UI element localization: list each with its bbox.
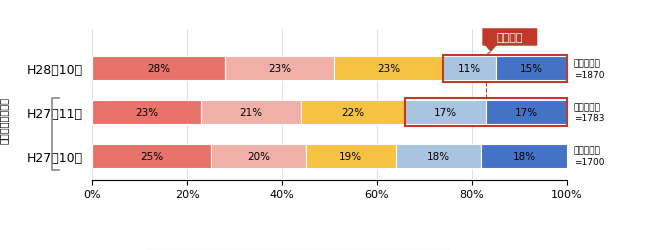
Bar [481, 144, 567, 168]
Text: 11%: 11% [458, 64, 481, 74]
Text: 23%: 23% [377, 64, 401, 74]
Bar [301, 101, 405, 124]
Polygon shape [484, 45, 498, 52]
Bar [92, 57, 225, 81]
Text: サンプル数: サンプル数 [574, 59, 601, 68]
Text: 18%: 18% [427, 151, 450, 161]
Text: =1870: =1870 [574, 70, 604, 79]
Text: 17%: 17% [434, 108, 457, 118]
Text: 25%: 25% [140, 151, 163, 161]
Text: 23%: 23% [268, 64, 291, 74]
Bar [396, 144, 481, 168]
Text: 20%: 20% [247, 151, 270, 161]
Text: サンプル数: サンプル数 [574, 146, 601, 155]
Bar [211, 144, 306, 168]
Bar [496, 57, 567, 81]
Text: 28%: 28% [147, 64, 170, 74]
Text: 18%: 18% [513, 151, 536, 161]
Bar [486, 101, 567, 124]
Text: =1783: =1783 [574, 114, 604, 123]
FancyBboxPatch shape [482, 29, 537, 46]
Bar [444, 57, 496, 81]
Bar [334, 57, 444, 81]
Text: 15%: 15% [519, 64, 543, 74]
Bar [202, 101, 301, 124]
Text: 23%: 23% [135, 108, 158, 118]
Text: 過去の社会実験時: 過去の社会実験時 [0, 96, 9, 144]
Bar [225, 57, 334, 81]
Text: 減少傾向: 減少傾向 [496, 33, 523, 43]
Text: サンプル数: サンプル数 [574, 102, 601, 112]
Bar [405, 101, 486, 124]
Text: 19%: 19% [339, 151, 362, 161]
Bar [92, 144, 211, 168]
Bar [92, 101, 202, 124]
Text: 17%: 17% [515, 108, 538, 118]
Text: =1700: =1700 [574, 157, 604, 166]
Text: 22%: 22% [341, 108, 365, 118]
Bar [306, 144, 396, 168]
Text: 21%: 21% [240, 108, 263, 118]
